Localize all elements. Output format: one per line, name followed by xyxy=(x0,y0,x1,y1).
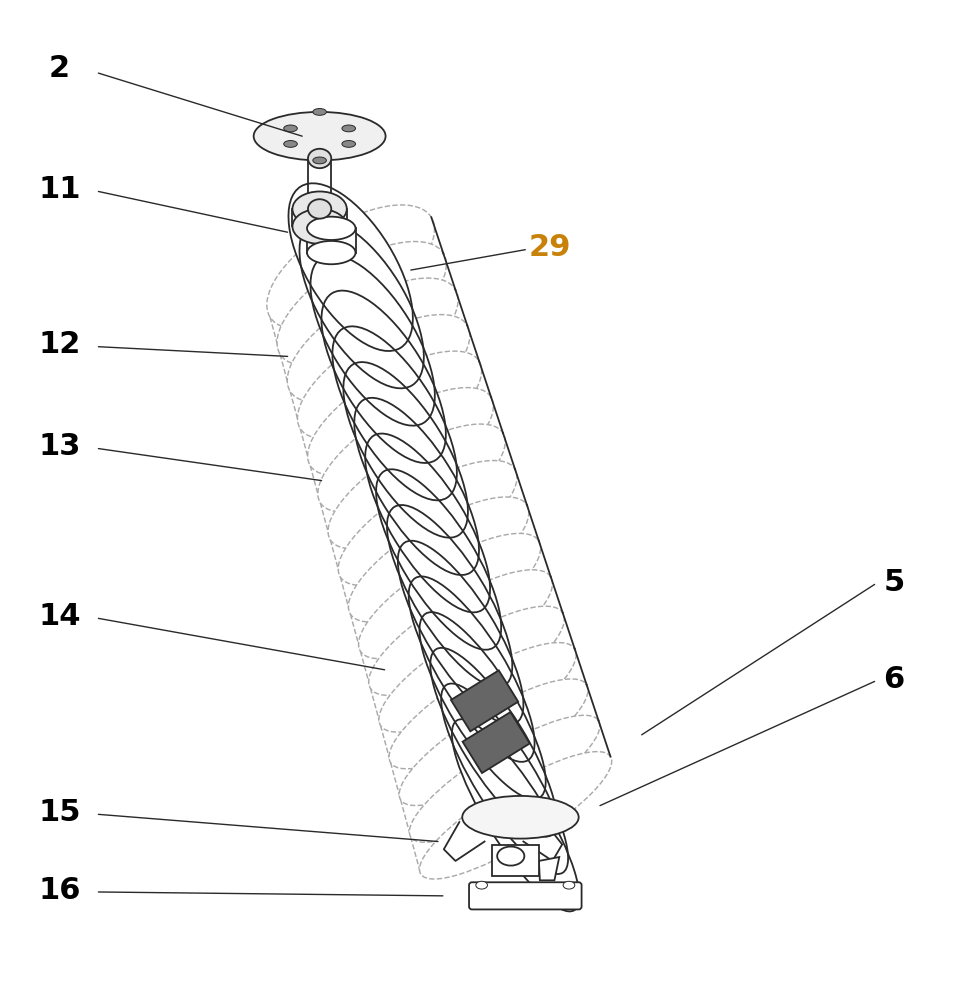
Ellipse shape xyxy=(287,278,458,402)
Ellipse shape xyxy=(333,326,457,500)
Ellipse shape xyxy=(563,881,575,889)
Ellipse shape xyxy=(365,434,490,612)
Ellipse shape xyxy=(307,217,355,240)
Ellipse shape xyxy=(339,461,517,585)
Ellipse shape xyxy=(354,398,479,575)
Ellipse shape xyxy=(288,183,413,351)
Text: 16: 16 xyxy=(38,876,81,905)
Ellipse shape xyxy=(293,209,346,244)
Ellipse shape xyxy=(342,125,355,132)
Text: 2: 2 xyxy=(49,54,70,83)
Ellipse shape xyxy=(343,362,468,538)
Text: 6: 6 xyxy=(883,665,905,694)
Ellipse shape xyxy=(313,157,326,164)
Ellipse shape xyxy=(300,219,424,388)
Ellipse shape xyxy=(308,199,331,219)
Ellipse shape xyxy=(298,315,470,439)
Ellipse shape xyxy=(328,424,505,549)
Ellipse shape xyxy=(462,796,579,839)
Ellipse shape xyxy=(267,205,435,329)
Ellipse shape xyxy=(313,109,326,115)
Ellipse shape xyxy=(387,505,513,687)
Ellipse shape xyxy=(441,684,568,874)
Ellipse shape xyxy=(307,351,482,476)
Ellipse shape xyxy=(497,847,524,866)
Text: 12: 12 xyxy=(38,330,81,359)
Ellipse shape xyxy=(476,881,487,889)
Ellipse shape xyxy=(254,112,385,160)
Text: 15: 15 xyxy=(38,798,81,827)
Ellipse shape xyxy=(277,242,447,366)
Bar xyxy=(450,670,519,731)
Ellipse shape xyxy=(410,715,600,842)
Ellipse shape xyxy=(389,643,576,769)
Ellipse shape xyxy=(284,125,298,132)
Ellipse shape xyxy=(451,719,579,911)
Bar xyxy=(492,845,539,876)
Text: 13: 13 xyxy=(38,432,81,461)
Text: 14: 14 xyxy=(38,602,81,631)
Ellipse shape xyxy=(378,606,564,732)
Ellipse shape xyxy=(399,679,588,806)
Ellipse shape xyxy=(430,648,557,837)
Ellipse shape xyxy=(398,541,523,724)
Ellipse shape xyxy=(342,141,355,147)
Ellipse shape xyxy=(307,241,355,264)
Ellipse shape xyxy=(369,570,553,695)
Ellipse shape xyxy=(318,388,493,512)
Ellipse shape xyxy=(293,191,346,226)
Ellipse shape xyxy=(419,752,612,879)
Ellipse shape xyxy=(359,533,541,659)
Ellipse shape xyxy=(284,141,298,147)
Bar xyxy=(307,228,355,253)
Text: 5: 5 xyxy=(883,568,905,597)
Ellipse shape xyxy=(321,291,446,463)
Polygon shape xyxy=(539,857,559,880)
Ellipse shape xyxy=(308,149,331,168)
FancyBboxPatch shape xyxy=(469,882,582,909)
Text: 29: 29 xyxy=(528,233,571,262)
Ellipse shape xyxy=(419,612,546,799)
Ellipse shape xyxy=(377,469,501,650)
Ellipse shape xyxy=(409,576,534,762)
Ellipse shape xyxy=(310,255,435,426)
Bar xyxy=(462,712,530,773)
Text: 11: 11 xyxy=(38,175,81,204)
Ellipse shape xyxy=(348,497,529,622)
